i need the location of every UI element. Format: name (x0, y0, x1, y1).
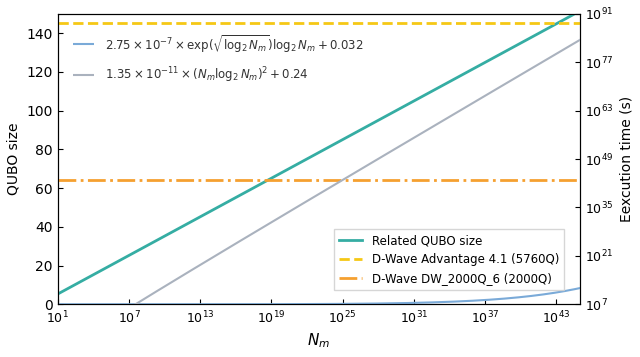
Y-axis label: Eexcution time (s): Eexcution time (s) (619, 96, 633, 222)
Text: $2.75 \times 10^{-7} \times \exp(\sqrt{\log_2 N_m})\log_2 N_m + 0.032$: $2.75 \times 10^{-7} \times \exp(\sqrt{\… (105, 33, 364, 55)
Legend: Related QUBO size, D-Wave Advantage 4.1 (5760Q), D-Wave DW_2000Q_6 (2000Q): Related QUBO size, D-Wave Advantage 4.1 … (334, 230, 564, 290)
Y-axis label: QUBO size: QUBO size (7, 123, 21, 195)
X-axis label: $N_m$: $N_m$ (307, 331, 330, 350)
Text: $1.35 \times 10^{-11} \times (N_m\log_2 N_m)^2 + 0.24$: $1.35 \times 10^{-11} \times (N_m\log_2 … (105, 65, 308, 85)
